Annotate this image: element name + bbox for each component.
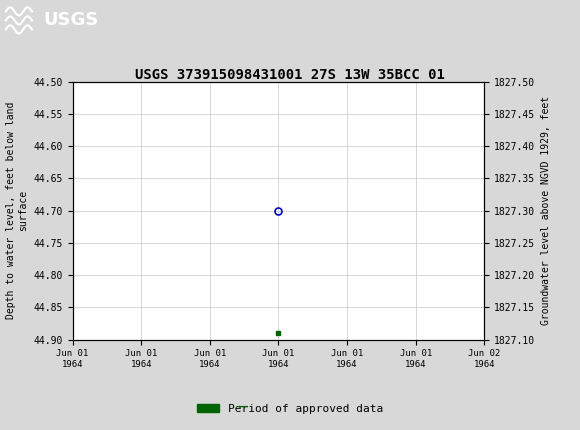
Text: USGS: USGS xyxy=(44,12,99,29)
Y-axis label: Depth to water level, feet below land
surface: Depth to water level, feet below land su… xyxy=(6,102,28,319)
Y-axis label: Groundwater level above NGVD 1929, feet: Groundwater level above NGVD 1929, feet xyxy=(541,96,550,325)
Text: USGS 373915098431001 27S 13W 35BCC 01: USGS 373915098431001 27S 13W 35BCC 01 xyxy=(135,68,445,82)
Text: —: — xyxy=(238,397,248,415)
Legend: Period of approved data: Period of approved data xyxy=(193,399,387,418)
